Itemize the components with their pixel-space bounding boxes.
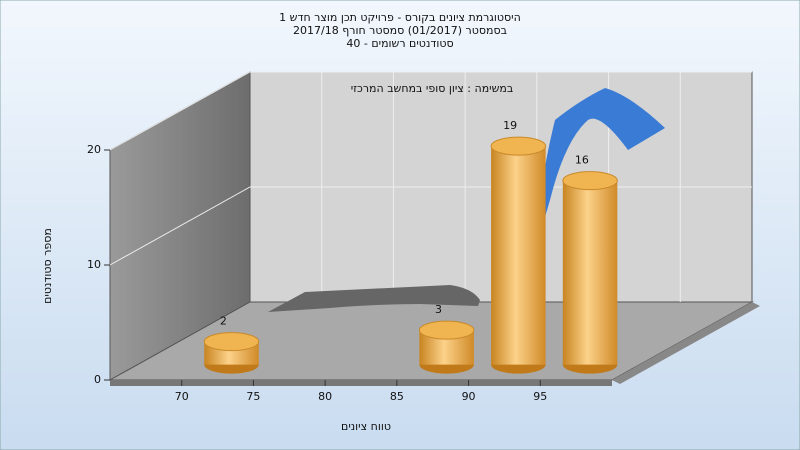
x-axis-label: טווח ציונים <box>341 420 391 433</box>
y-tick-label: 10 <box>87 258 101 271</box>
floor-side <box>612 302 760 384</box>
bar-group: 16 <box>562 154 618 374</box>
bar-group: 2 <box>203 315 260 374</box>
annotation: במשימה : ציון סופי במחשב המרכזי <box>351 82 514 95</box>
bar <box>562 180 618 365</box>
x-tick-label: 85 <box>390 390 404 403</box>
chart-title: היסטוגרמת ציונים בקורס - פרויקט תכן מוצר… <box>279 11 521 24</box>
x-tick-label: 90 <box>462 390 476 403</box>
y-tick-label: 20 <box>87 143 101 156</box>
x-tick-label: 70 <box>175 390 189 403</box>
floor-edge <box>110 380 612 386</box>
bar-group: 3 <box>418 303 475 374</box>
bar <box>491 146 546 365</box>
chart-subtitle: בסמסטר (01/2017) סמסטר חורף 2017/18 <box>293 24 507 37</box>
bar-top <box>490 136 547 156</box>
bar-top <box>418 320 475 340</box>
value-label: 2 <box>220 315 227 328</box>
bar-top <box>203 332 260 352</box>
value-label: 16 <box>575 154 589 167</box>
curve-ribbon <box>533 88 665 258</box>
grid-line <box>109 71 752 151</box>
value-label: 19 <box>503 119 517 132</box>
x-tick-label: 75 <box>246 390 260 403</box>
bar-top <box>562 171 618 191</box>
value-label: 3 <box>435 303 442 316</box>
y-axis-label: מספר סטודנטים <box>41 228 54 304</box>
bar-group: 19 <box>490 119 547 374</box>
chart-subtitle: סטודנטים רשומים - 40 <box>346 37 453 50</box>
x-tick-label: 80 <box>318 390 332 403</box>
x-tick-label: 95 <box>533 390 547 403</box>
curve-ribbon-shadow <box>268 285 480 312</box>
y-tick-label: 0 <box>94 373 101 386</box>
